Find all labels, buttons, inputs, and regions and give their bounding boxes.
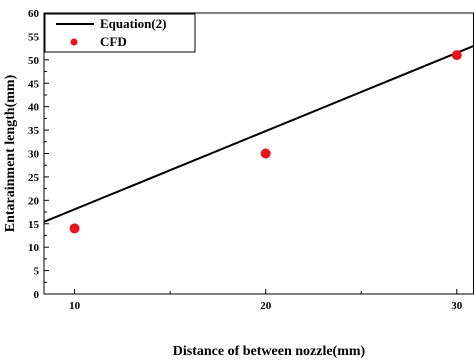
y-tick-label: 50 <box>28 55 40 67</box>
y-tick-label: 10 <box>28 242 40 254</box>
y-tick-label: 0 <box>34 289 40 301</box>
x-tick-label: 30 <box>451 300 463 312</box>
x-axis-label: Distance of between nozzle(mm) <box>173 344 366 359</box>
x-axis-ticks: 10 20 30 <box>69 289 463 312</box>
legend-label-equation: Equation(2) <box>100 16 166 31</box>
legend-dot-swatch <box>70 38 78 46</box>
legend-box <box>44 13 196 53</box>
cfd-point <box>260 148 271 159</box>
x-tick-label: 20 <box>260 300 272 312</box>
cfd-point <box>451 50 462 61</box>
legend-label-cfd: CFD <box>100 34 127 49</box>
y-axis-ticks: 0 5 10 15 20 25 30 35 40 45 50 55 60 <box>28 8 49 301</box>
plot-frame <box>43 12 474 295</box>
y-tick-label: 25 <box>28 172 40 184</box>
y-tick-label: 30 <box>28 149 40 161</box>
y-tick-label: 55 <box>28 31 40 43</box>
y-tick-label: 35 <box>28 125 40 137</box>
equation-line <box>44 44 474 223</box>
legend: Equation(2) CFD <box>44 13 196 53</box>
y-tick-label: 15 <box>28 219 40 231</box>
cfd-point <box>69 223 80 234</box>
y-axis-label: Entarainment length(mm) <box>3 74 18 232</box>
series-layer <box>44 44 474 234</box>
y-tick-label: 5 <box>34 266 40 278</box>
x-tick-label: 10 <box>69 300 81 312</box>
y-tick-label: 20 <box>28 195 40 207</box>
y-tick-label: 45 <box>28 78 40 90</box>
y-tick-label: 40 <box>28 102 40 114</box>
y-tick-label: 60 <box>28 8 40 20</box>
